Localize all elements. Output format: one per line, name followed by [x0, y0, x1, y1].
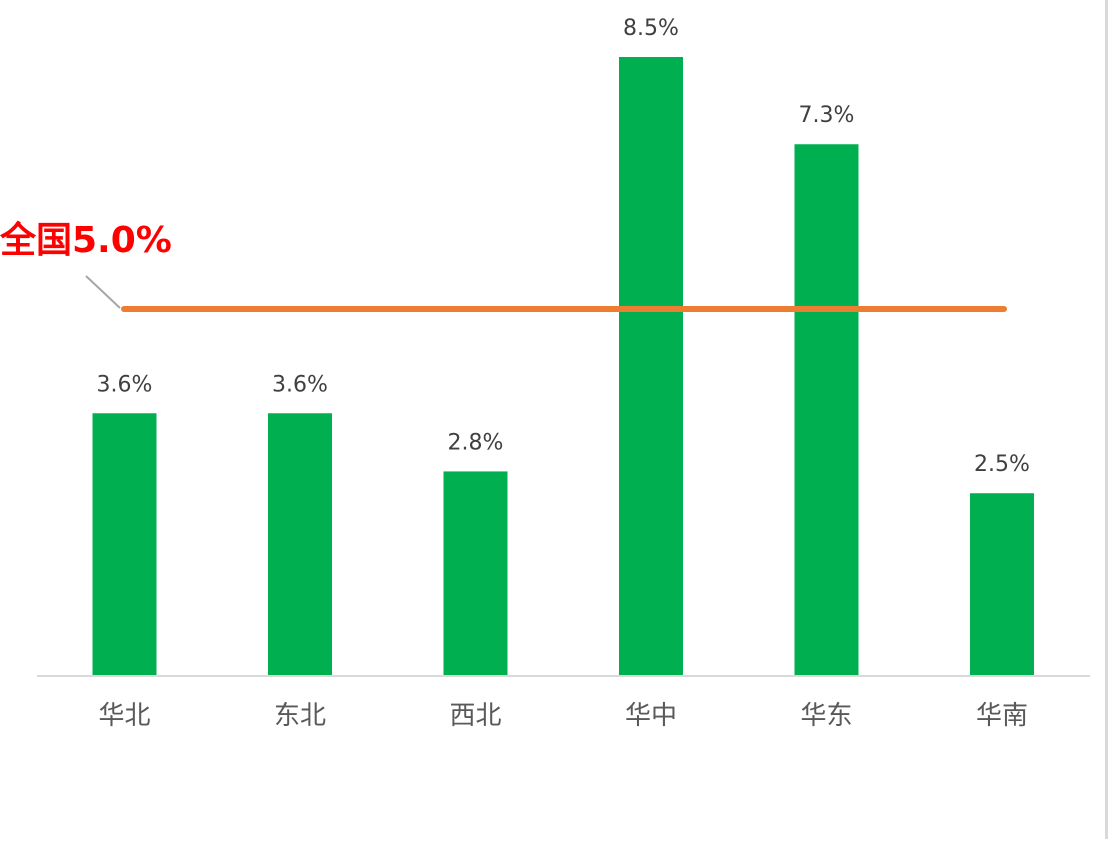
bar-2 — [443, 471, 508, 675]
data-label-5: 2.5% — [974, 452, 1030, 477]
bar-4 — [794, 144, 859, 675]
category-tick-label-3: 华中 — [625, 701, 677, 731]
data-label-3: 8.5% — [623, 16, 679, 41]
category-tick-label-group: 华北 东北 西北 华中 华东 华南 — [98, 701, 1028, 731]
category-tick-label-5: 华南 — [976, 701, 1028, 731]
bar-3 — [619, 57, 683, 675]
data-label-1: 3.6% — [272, 372, 328, 397]
category-tick-label-4: 华东 — [800, 701, 852, 731]
data-label-4: 7.3% — [799, 103, 855, 128]
data-label-0: 3.6% — [97, 372, 153, 397]
bar-group — [92, 57, 1034, 675]
chart-frame-border — [1105, 0, 1108, 839]
data-label-2: 2.8% — [448, 430, 504, 455]
data-label-group: 3.6% 3.6% 2.8% 8.5% 7.3% 2.5% — [97, 16, 1030, 477]
national-average-label: 全国5.0% — [0, 219, 172, 261]
category-tick-label-1: 东北 — [274, 701, 326, 731]
bar-1 — [268, 413, 332, 675]
reference-label-leader-line — [85, 275, 121, 309]
bar-0 — [92, 413, 157, 675]
category-tick-label-0: 华北 — [98, 701, 150, 731]
bar-5 — [970, 493, 1034, 675]
category-tick-label-2: 西北 — [449, 701, 501, 731]
